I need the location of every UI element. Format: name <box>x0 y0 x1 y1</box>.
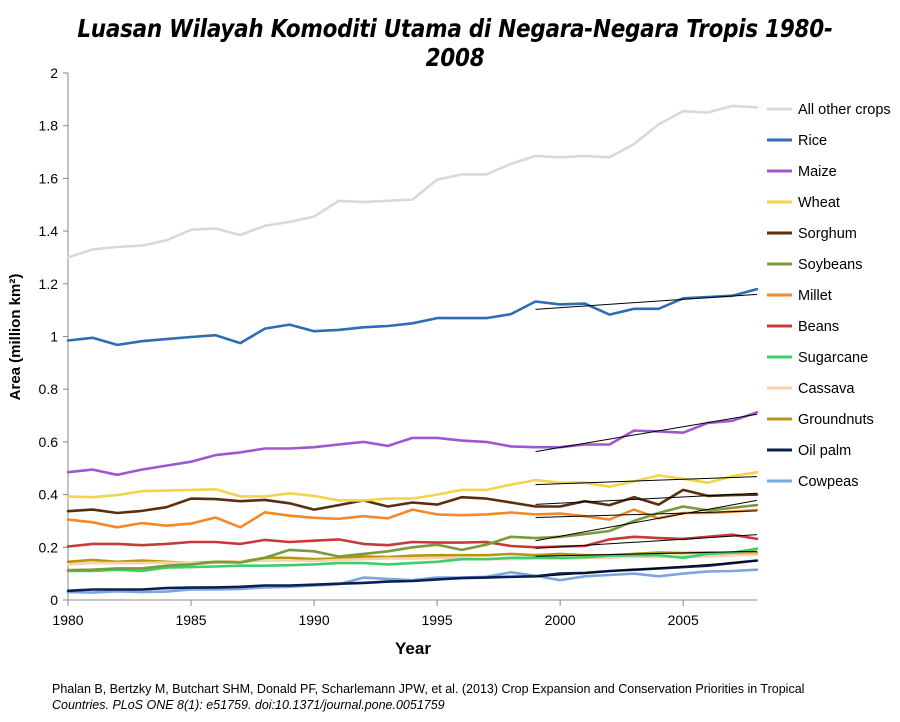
trend-line-soybeans <box>535 499 758 542</box>
chart-title: Luasan Wilayah Komoditi Utama di Negara-… <box>77 14 833 72</box>
line-chart: 0 0.2 0.4 0.6 0.8 1 1.2 1.4 1.6 1.8 2 1980 1985 1990 1… <box>7 65 891 658</box>
legend-label-sorghum: Sorghum <box>798 226 857 242</box>
trend-line-oil-palm <box>535 560 758 578</box>
x-tick-label: 1995 <box>422 612 453 628</box>
series-line-cassava <box>66 553 759 566</box>
x-tick-label: 1990 <box>298 612 329 628</box>
y-axis-label: Area (million km²) <box>7 274 24 401</box>
y-tick-label: 0 <box>50 592 58 608</box>
series-line-wheat <box>66 470 759 502</box>
legend-label-beans: Beans <box>798 319 839 335</box>
series-line-millet <box>66 508 759 529</box>
legend-label-soybeans: Soybeans <box>798 257 863 273</box>
series-line-soybeans <box>66 503 759 572</box>
legend-label-cowpeas: Cowpeas <box>798 474 858 490</box>
legend-label-millet: Millet <box>798 288 832 304</box>
x-tick-label: 2005 <box>668 612 699 628</box>
series-line-rice <box>66 287 759 347</box>
legend-label-sugarcane: Sugarcane <box>798 350 868 366</box>
series-line-maize <box>66 411 759 477</box>
y-tick-label: 1.4 <box>39 223 59 239</box>
legend-label-rice: Rice <box>798 133 827 149</box>
x-tick-label: 2000 <box>545 612 576 628</box>
series-line-beans <box>66 533 759 549</box>
series-line-sorghum <box>66 488 759 515</box>
y-tick-label: 2 <box>50 65 58 81</box>
x-axis-label: Year <box>395 639 431 658</box>
y-tick-label: 0.4 <box>39 487 59 503</box>
trend-line-millet <box>535 510 758 519</box>
trend-lines <box>535 293 758 578</box>
legend-label-all-other-crops: All other crops <box>798 102 891 118</box>
legend-label-oil-palm: Oil palm <box>798 443 851 459</box>
y-tick-label: 0.6 <box>39 434 59 450</box>
y-tick-label: 1.8 <box>39 118 59 134</box>
y-tick-label: 1.6 <box>39 170 59 186</box>
citation: Phalan B, Bertzky M, Butchart SHM, Donal… <box>52 681 892 713</box>
chart-legend: All other crops Rice Maize Wheat Sorghum Soyb… <box>767 102 891 490</box>
trend-line-groundnuts <box>535 550 758 557</box>
trend-line-rice <box>535 293 758 310</box>
x-tick-label: 1985 <box>175 612 206 628</box>
trend-line-sorghum <box>535 492 758 505</box>
y-tick-label: 1 <box>50 329 58 345</box>
legend-label-maize: Maize <box>798 164 837 180</box>
y-tick-label: 0.8 <box>39 381 59 397</box>
series-line-sugarcane <box>66 547 759 573</box>
legend-label-groundnuts: Groundnuts <box>798 412 874 428</box>
citation-line-1: Phalan B, Bertzky M, Butchart SHM, Donal… <box>52 682 805 696</box>
y-tick-label: 1.2 <box>39 276 59 292</box>
chart-axes: 0 0.2 0.4 0.6 0.8 1 1.2 1.4 1.6 1.8 2 1980 1985 1990 1… <box>39 65 757 628</box>
y-tick-label: 0.2 <box>39 539 59 555</box>
series-line-all-other-crops <box>66 104 759 259</box>
x-tick-label: 1980 <box>52 612 83 628</box>
citation-line-2: Countries. PLoS ONE 8(1): e51759. doi:10… <box>52 698 445 712</box>
trend-line-beans <box>535 534 758 549</box>
legend-label-cassava: Cassava <box>798 381 855 397</box>
trend-line-wheat <box>535 476 758 486</box>
trend-line-maize <box>535 413 758 453</box>
legend-label-wheat: Wheat <box>798 195 840 211</box>
